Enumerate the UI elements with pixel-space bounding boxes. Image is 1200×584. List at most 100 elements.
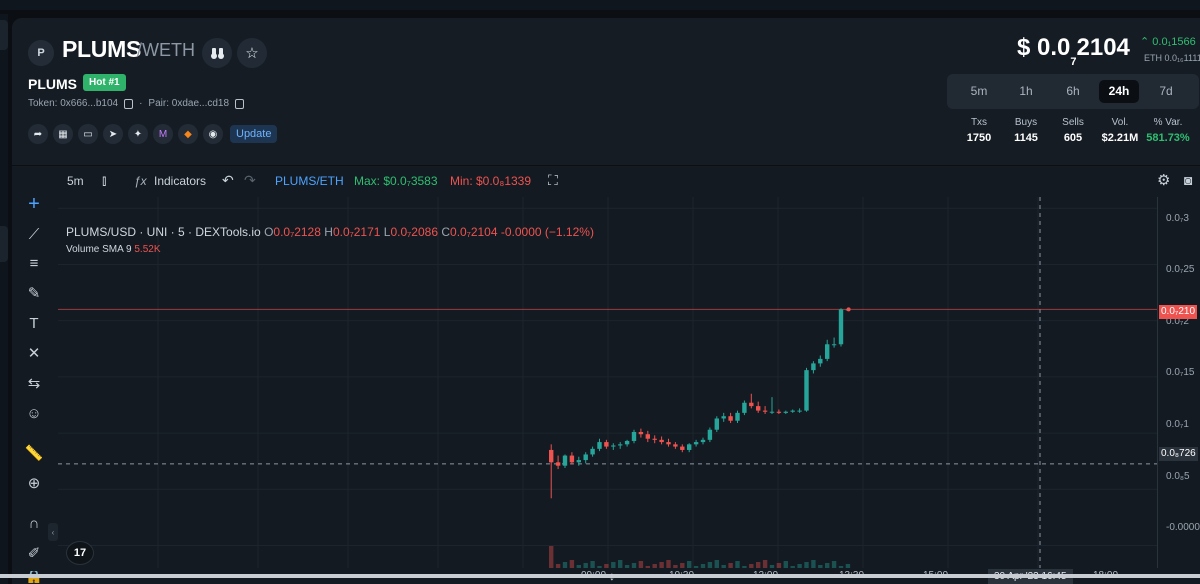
legend-h-value: 0.0₇2171 <box>332 225 381 239</box>
last-price-flag: 0.0₇210 <box>1159 305 1198 319</box>
legend-o-label: O <box>264 225 274 239</box>
stat-var-label: % Var. <box>1153 117 1183 128</box>
copy-pair-icon[interactable] <box>235 98 245 109</box>
emoji-icon[interactable]: ☺ <box>26 404 42 422</box>
tradingview-logo[interactable]: 17 <box>66 541 94 565</box>
volume-bar <box>804 562 809 568</box>
lock-drawing-icon[interactable]: ✐ <box>27 545 41 562</box>
y-tick: -0.0000 <box>1166 522 1200 533</box>
candle-type-icon[interactable]: ⫾ <box>102 172 107 188</box>
indicators-button[interactable]: Indicators <box>154 174 207 188</box>
timeframe-6h[interactable]: 6h <box>1066 84 1080 98</box>
discord-icon[interactable]: ◉ <box>203 124 223 144</box>
volume-bar <box>762 560 768 568</box>
separator-dot: · <box>139 98 143 109</box>
candle-body <box>742 402 747 413</box>
y-tick: 0.0₇15 <box>1166 367 1195 378</box>
chart-stats-icon[interactable]: ▦ <box>53 124 73 144</box>
volume-bar <box>756 562 761 568</box>
candle-body <box>818 358 823 364</box>
volume-bar <box>604 564 609 568</box>
binoculars-button[interactable] <box>202 38 232 68</box>
token-title: PLUMS <box>28 76 77 92</box>
timeframe-24h[interactable]: 24h <box>1099 80 1139 103</box>
website-icon[interactable]: ▭ <box>78 124 98 144</box>
candle-body <box>680 446 685 450</box>
candle-body <box>749 402 754 407</box>
volume-bar <box>659 562 664 568</box>
candlestick-plot[interactable] <box>58 197 1158 568</box>
collapse-toolbar-button[interactable]: ‹ <box>48 523 58 541</box>
token-address: Token: 0x666...b104 <box>28 98 119 109</box>
stat-sells-label: Sells <box>1062 117 1084 128</box>
y-tick: 0.0₈5 <box>1166 471 1190 482</box>
cursor-price-flag: 0.0₈726 <box>1159 447 1198 461</box>
left-strip-block <box>0 226 8 262</box>
settings-icon[interactable]: ⚙ <box>1157 172 1171 189</box>
candle-body <box>590 448 595 455</box>
stat-volume-label: Vol. <box>1111 117 1129 128</box>
favorite-button[interactable]: ☆ <box>237 38 267 68</box>
pair-base-name: PLUMS <box>62 36 142 62</box>
pattern-icon[interactable]: ✕ <box>27 345 41 362</box>
candle-body <box>652 438 657 440</box>
fullscreen-icon[interactable]: ⛶ <box>548 172 558 188</box>
volume-bar <box>742 566 747 568</box>
share-icon[interactable]: ➦ <box>28 124 48 144</box>
pair-toggle[interactable]: PLUMS/ETH <box>275 174 344 188</box>
y-tick: 0.0₇3 <box>1166 213 1189 224</box>
volume-bar <box>749 564 754 568</box>
candle-body <box>604 442 609 447</box>
timeframe-7d[interactable]: 7d <box>1159 84 1173 98</box>
volume-bar <box>624 565 630 568</box>
legend-o-value: 0.0₇2128 <box>273 225 321 239</box>
copy-token-icon[interactable] <box>124 98 134 109</box>
candle-body <box>673 444 678 447</box>
m-logo-icon[interactable]: M <box>153 124 173 144</box>
metamask-icon[interactable]: ◆ <box>178 124 198 144</box>
legend-title: PLUMS/USD · UNI · 5 · DEXTools.io <box>66 225 261 239</box>
twitter-icon[interactable]: ✦ <box>128 124 148 144</box>
price-axis[interactable]: 0.0₇3 0.0₇25 0.0₇2 0.0₇15 0.0₇1 0.0₈5 -0… <box>1157 197 1200 568</box>
magnet-icon[interactable]: ∩ <box>28 514 40 532</box>
undo-icon[interactable]: ↶ <box>222 172 234 188</box>
legend-l-value: 0.0₇2086 <box>390 225 438 239</box>
update-button[interactable]: Update <box>230 125 278 143</box>
camera-icon[interactable]: ◙ <box>1184 172 1193 188</box>
telegram-icon[interactable]: ➤ <box>103 124 123 144</box>
ruler-icon[interactable]: 📏 <box>24 445 44 462</box>
drawing-toolbar: + ⟋ ≡ ✎ T ✕ ⇆ ☺ 📏 ⊕ ∩ ✐ 🔒 <box>12 167 58 584</box>
trendline-icon[interactable]: ⟋ <box>28 225 40 243</box>
crosshair-icon[interactable]: + <box>28 192 40 215</box>
candle-body <box>569 455 575 463</box>
volume-bar <box>645 566 650 568</box>
candle-body <box>549 449 554 463</box>
candle-body <box>562 455 568 466</box>
fib-lines-icon[interactable]: ≡ <box>29 254 39 272</box>
text-tool-icon[interactable]: T <box>29 314 39 332</box>
horizontal-scrollbar[interactable] <box>0 574 1200 578</box>
measure-range-icon[interactable]: ⇆ <box>27 375 41 392</box>
candle-body <box>618 444 623 446</box>
zoom-in-icon[interactable]: ⊕ <box>27 475 41 492</box>
brush-icon[interactable]: ✎ <box>27 285 41 302</box>
chart-area[interactable]: 5m ⫾ ƒx Indicators ↶ ↷ PLUMS/ETH Max: $0… <box>12 167 1200 584</box>
price-zero-count: 7 <box>1070 55 1077 68</box>
timeframe-5m[interactable]: 5m <box>970 84 988 98</box>
candle-body <box>714 418 719 430</box>
redo-icon[interactable]: ↷ <box>244 172 256 188</box>
resize-handle-icon[interactable]: ↕ <box>609 569 615 583</box>
legend-c-value: 0.0₇2104 <box>450 225 498 239</box>
y-tick: 0.0₇25 <box>1166 264 1195 275</box>
volume-bar <box>811 560 816 568</box>
timeframe-1h[interactable]: 1h <box>1019 84 1033 98</box>
stat-txs-value: 1750 <box>966 132 992 144</box>
candle-body <box>624 440 630 445</box>
candle-body <box>687 444 692 450</box>
social-links: ➦ ▦ ▭ ➤ ✦ M ◆ ◉ Update <box>28 124 278 144</box>
volume-bar <box>569 560 575 568</box>
interval-button[interactable]: 5m <box>67 174 84 188</box>
fx-icon: ƒx <box>134 174 147 188</box>
candle-body <box>693 442 699 445</box>
volume-bar <box>825 563 830 568</box>
